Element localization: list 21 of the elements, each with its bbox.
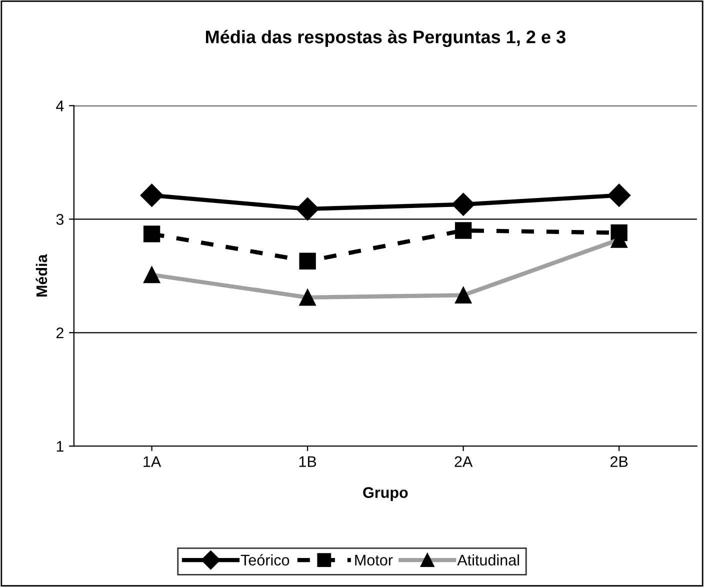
point [143, 226, 160, 242]
x-tick-label: 1B [299, 456, 316, 467]
y-axis-title: Média [36, 254, 48, 297]
legend-label: Teórico [240, 554, 290, 566]
y-tick-label: 3 [56, 214, 64, 225]
y-tick-label: 1 [56, 441, 64, 452]
x-axis-title: Grupo [363, 487, 408, 501]
legend-label: Atitudinal [457, 554, 519, 566]
point [299, 252, 316, 270]
chart-title: Média das respostas às Perguntas 1, 2 e 3 [206, 30, 566, 47]
x-tick-label: 2A [454, 456, 473, 467]
point [454, 222, 472, 239]
x-tick-label: 1A [144, 456, 162, 467]
y-tick-label: 4 [56, 100, 64, 112]
point [140, 184, 164, 207]
legend-label: Motor [355, 554, 393, 566]
point [452, 192, 475, 216]
point [296, 197, 320, 220]
x-tick-label: 2B [610, 456, 628, 467]
y-tick-label: 2 [56, 328, 64, 338]
point [608, 184, 631, 207]
